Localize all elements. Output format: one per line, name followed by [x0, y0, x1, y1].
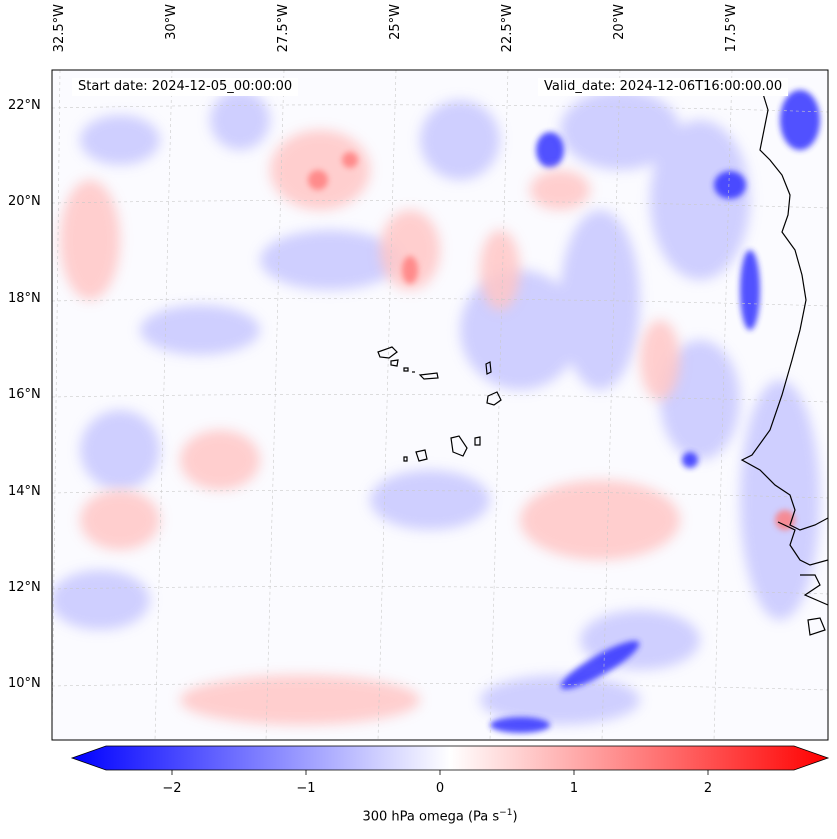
- lat-label-22n: 22°N: [8, 98, 41, 113]
- colorbar-tick-minus1: −1: [296, 781, 316, 796]
- lat-label-20n: 20°N: [8, 194, 41, 209]
- graticule: [52, 70, 828, 740]
- start-date-label: Start date: 2024-12-05_00:00:00: [72, 78, 299, 96]
- lat-label-12n: 12°N: [8, 580, 41, 595]
- colorbar-tick-minus2: −2: [162, 781, 182, 796]
- omega-field: [52, 70, 828, 740]
- lon-label-22-5w: 22.5°W: [500, 4, 515, 53]
- colorbar: [70, 745, 830, 775]
- colorbar-tick-1: 1: [569, 781, 579, 796]
- lon-label-27-5w: 27.5°W: [276, 4, 291, 53]
- map-frame: [51, 69, 829, 741]
- lon-label-20w: 20°W: [612, 4, 627, 40]
- valid-date-label: Valid_date: 2024-12-06T16:00:00.00: [538, 78, 789, 96]
- lat-label-16n: 16°N: [8, 387, 41, 402]
- lat-label-10n: 10°N: [8, 676, 41, 691]
- colorbar-tick-0: 0: [435, 781, 445, 796]
- lon-label-32-5w: 32.5°W: [52, 4, 67, 53]
- lon-label-25w: 25°W: [388, 4, 403, 40]
- coastline: [740, 83, 828, 636]
- colorbar-label: 300 hPa omega (Pa s−1): [0, 808, 837, 824]
- colorbar-label-suffix: ): [512, 809, 518, 825]
- islands-outline: [377, 346, 502, 462]
- lat-label-18n: 18°N: [8, 291, 41, 306]
- lon-label-17-5w: 17.5°W: [724, 4, 739, 53]
- lat-label-14n: 14°N: [8, 484, 41, 499]
- lon-label-30w: 30°W: [164, 4, 179, 40]
- colorbar-label-exp: −1: [499, 808, 513, 818]
- colorbar-tick-2: 2: [703, 781, 713, 796]
- colorbar-label-prefix: 300 hPa omega (Pa s: [362, 809, 500, 825]
